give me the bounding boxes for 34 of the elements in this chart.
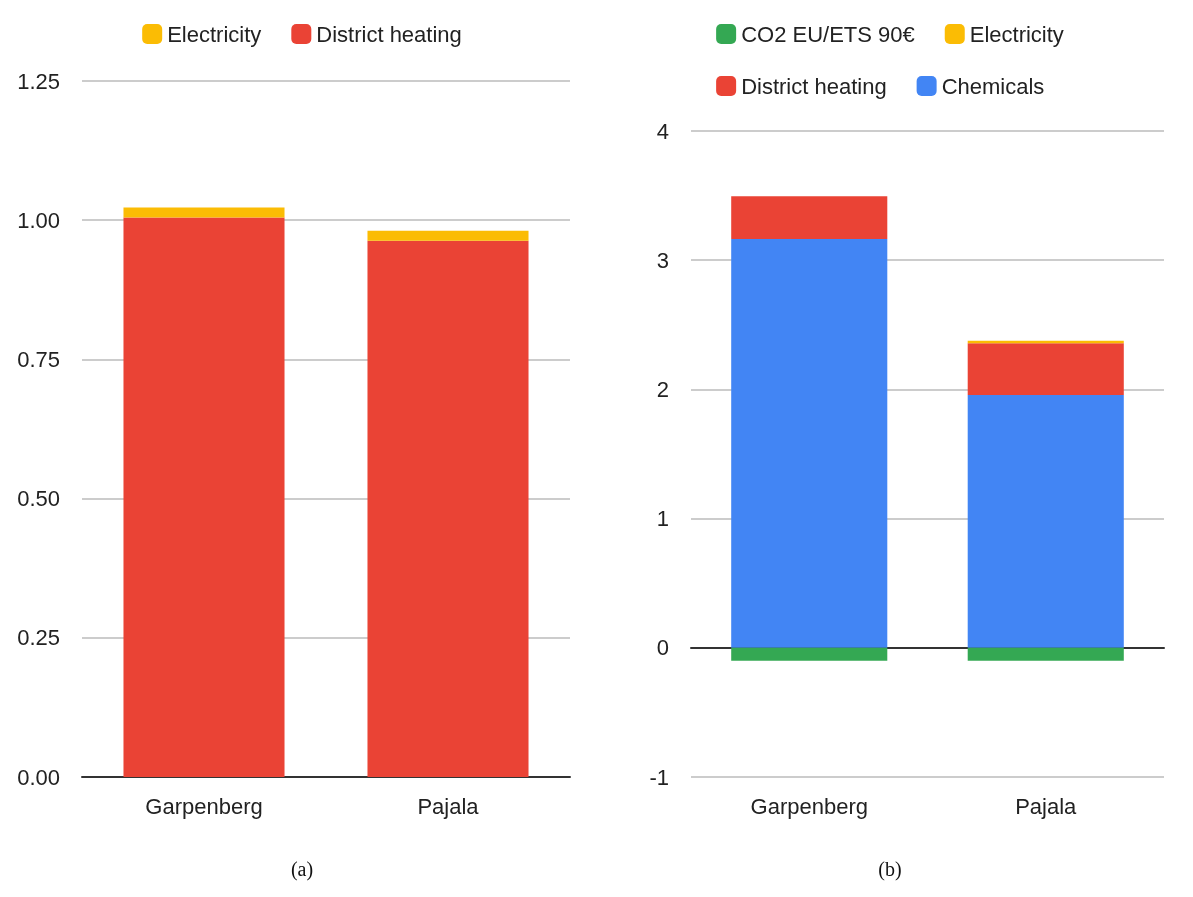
x-tick-label: Garpenberg	[750, 793, 868, 819]
bar	[123, 217, 285, 777]
y-tick-label: 0.50	[17, 486, 60, 512]
legend-label: District heating	[316, 21, 462, 47]
y-tick-label: 1.25	[17, 68, 60, 94]
x-tick-label: Pajala	[417, 793, 480, 819]
y-tick-label: 0.25	[17, 625, 60, 651]
legend-label: Electricity	[969, 21, 1064, 47]
y-tick-label: 4	[656, 118, 669, 144]
y-tick-label: -1	[649, 764, 669, 790]
bar	[967, 394, 1124, 648]
legend-label: Chemicals	[941, 73, 1045, 99]
bar	[123, 207, 285, 218]
bar	[731, 238, 888, 648]
text: (a)	[290, 858, 314, 881]
y-tick-label: 1	[656, 506, 669, 532]
bar	[967, 343, 1124, 395]
y-tick-label: 0.00	[17, 764, 60, 790]
bar	[367, 240, 529, 777]
y-tick-label: 3	[656, 247, 669, 273]
bar	[731, 647, 888, 661]
legend-label: CO2 EU/ETS 90€	[741, 21, 915, 47]
legend-label: District heating	[741, 73, 887, 99]
legend-label: Electricity	[167, 21, 262, 47]
x-tick-label: Pajala	[1015, 793, 1078, 819]
x-tick-label: Garpenberg	[145, 793, 263, 819]
bar	[967, 647, 1124, 661]
y-tick-label: 2	[656, 376, 669, 402]
y-tick-label: 1.00	[17, 207, 60, 233]
y-tick-label: 0	[656, 635, 669, 661]
bar	[367, 230, 529, 241]
bar	[731, 196, 888, 239]
y-tick-label: 0.75	[17, 346, 60, 372]
text: (b)	[878, 858, 902, 881]
